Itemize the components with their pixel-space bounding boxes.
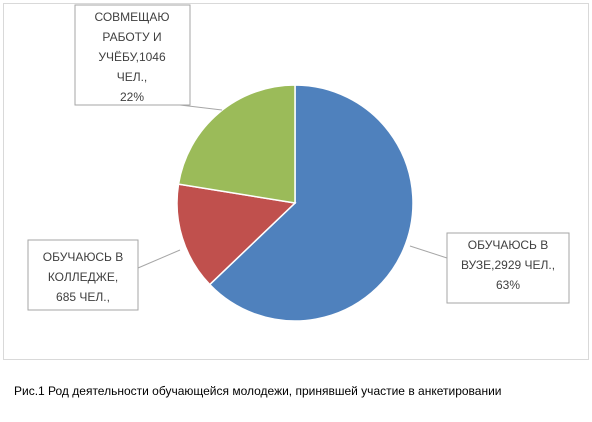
- data-label: 685 ЧЕЛ.,: [56, 290, 110, 304]
- data-label: КОЛЛЕДЖЕ,: [48, 270, 118, 284]
- pie-slice: [177, 84, 296, 204]
- pie-slice: [208, 84, 414, 322]
- leader-line: [179, 104, 223, 111]
- label-box: [446, 232, 570, 304]
- data-label: ЧЕЛ.,: [117, 70, 148, 84]
- pie-slice: [176, 183, 297, 286]
- leader-line: [409, 245, 448, 259]
- data-label: СОВМЕЩАЮ: [94, 10, 169, 24]
- leader-line: [137, 249, 181, 269]
- data-label: 63%: [496, 278, 520, 292]
- label-box: [27, 239, 139, 311]
- data-label: 22%: [120, 90, 144, 104]
- label-box: [74, 4, 191, 106]
- data-label: ВУЗЕ,2929 ЧЕЛ.,: [461, 258, 555, 272]
- data-label: УЧЁБУ,1046: [98, 50, 166, 64]
- caption: Рис.1 Род деятельности обучающейся молод…: [14, 384, 501, 398]
- data-label: ОБУЧАЮСЬ В: [468, 238, 548, 252]
- data-label: РАБОТУ И: [102, 30, 161, 44]
- data-label: ОБУЧАЮСЬ В: [43, 250, 123, 264]
